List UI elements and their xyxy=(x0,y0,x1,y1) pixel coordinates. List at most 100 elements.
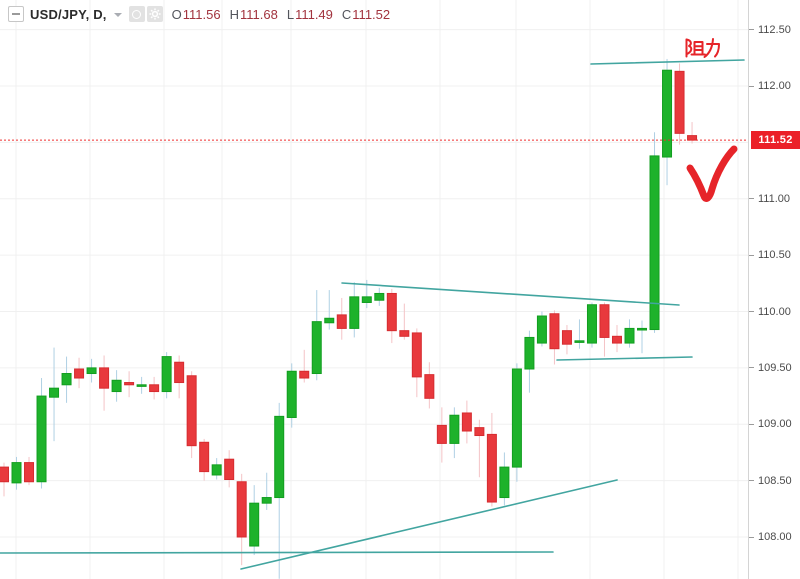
candle-body xyxy=(236,481,247,538)
candle-body xyxy=(161,356,172,393)
candle-body xyxy=(199,441,210,473)
candle-body xyxy=(574,340,585,343)
open-label: O xyxy=(171,6,182,22)
candle-body xyxy=(361,296,372,303)
consolidation-line[interactable] xyxy=(556,356,693,361)
resistance-line[interactable] xyxy=(590,59,745,65)
candle-body xyxy=(449,414,460,444)
high-label: H xyxy=(229,6,239,22)
candle-body xyxy=(424,374,435,399)
minus-icon xyxy=(12,13,20,15)
candle-body xyxy=(36,395,47,483)
candle-body xyxy=(124,382,135,386)
candle-body xyxy=(311,321,322,375)
candle-body xyxy=(624,327,635,344)
candle-body xyxy=(74,368,85,379)
price-axis-label: 112.00 xyxy=(758,80,791,92)
candle-body xyxy=(662,69,673,158)
candle-body xyxy=(136,384,147,387)
price-axis-label: 110.50 xyxy=(758,249,791,262)
axis-tick xyxy=(749,85,754,87)
candle-body xyxy=(336,314,347,329)
candle-body xyxy=(411,332,422,378)
candle-body xyxy=(299,370,310,379)
candle-body xyxy=(536,315,547,344)
candle-body xyxy=(274,415,285,499)
candle-body xyxy=(224,458,235,480)
chevron-down-icon[interactable] xyxy=(113,13,122,17)
candle-body xyxy=(149,384,160,393)
candle-body xyxy=(11,462,22,484)
candle-body xyxy=(86,367,97,375)
circle-icon xyxy=(132,9,142,19)
resistance-glyphs xyxy=(685,38,720,58)
candle-body xyxy=(286,370,297,418)
axis-tick xyxy=(749,311,754,312)
price-axis[interactable]: 112.50 112.00 111.00 110.50 110.00 109.50 109.… xyxy=(748,0,800,579)
high-value: 111.68 xyxy=(239,6,278,22)
price-axis-label: 109.50 xyxy=(758,361,792,374)
candle-body xyxy=(324,317,335,324)
candle-body xyxy=(111,379,122,393)
candle-body xyxy=(349,296,360,329)
candle-body xyxy=(474,427,485,437)
candle-body xyxy=(211,464,222,476)
close-label: C xyxy=(341,6,352,22)
candle-body xyxy=(687,135,698,141)
symbol-title[interactable]: USD/JPY, D, xyxy=(30,6,107,22)
axis-tick xyxy=(749,536,754,538)
axis-tick xyxy=(749,254,754,256)
price-axis-label: 108.00 xyxy=(758,531,792,543)
low-value: 111.49 xyxy=(295,6,333,22)
axis-tick xyxy=(749,198,754,200)
candle-body xyxy=(99,367,110,389)
candle-body xyxy=(637,327,648,331)
candle-body xyxy=(24,462,35,483)
candle-body xyxy=(674,70,685,134)
settings-button[interactable] xyxy=(146,6,163,22)
price-axis-label: 111.00 xyxy=(758,192,791,205)
candle-body xyxy=(599,304,610,338)
price-axis-label: 110.00 xyxy=(758,305,791,318)
price-axis-label: 109.00 xyxy=(758,418,792,431)
gear-icon xyxy=(149,8,161,20)
hide-series-button[interactable] xyxy=(128,6,145,22)
close-value: 111.52 xyxy=(352,6,391,22)
resistance-annotation-text: 阻力 xyxy=(682,35,716,60)
triangle-upper-line[interactable] xyxy=(341,282,680,306)
ohlc-readout: O 111.56 H 111.68 L 111.49 C 111.52 xyxy=(172,7,400,22)
open-value: 111.56 xyxy=(182,6,221,22)
candle-body xyxy=(524,336,535,370)
legend: USD/JPY, D, O 111.56 H 111.68 L 111.49 C 111… xyxy=(8,5,399,23)
axis-tick xyxy=(749,423,754,425)
candle-body xyxy=(186,375,197,447)
candle-body xyxy=(374,292,385,301)
support-horizontal-line[interactable] xyxy=(0,551,554,554)
candle-body xyxy=(486,433,497,503)
price-axis-label: 108.50 xyxy=(758,474,792,487)
price-axis-label: 112.50 xyxy=(758,23,791,36)
candle-body xyxy=(61,373,72,386)
axis-tick xyxy=(749,367,754,369)
candle-body xyxy=(461,412,472,432)
candle-body xyxy=(174,361,185,384)
candle-body xyxy=(386,292,397,332)
candle-body xyxy=(649,155,660,331)
axis-tick xyxy=(749,29,754,31)
candle-body xyxy=(511,368,522,468)
candle-body xyxy=(586,304,597,344)
candle-body xyxy=(261,497,272,504)
candle-body xyxy=(549,313,560,350)
candle-body xyxy=(611,335,622,344)
candle-body xyxy=(49,387,60,398)
check-mark-drawing[interactable] xyxy=(686,145,738,202)
candle-body xyxy=(561,330,572,345)
low-label: L xyxy=(286,6,295,22)
candle-body xyxy=(499,466,510,499)
resistance-annotation[interactable]: 阻力 xyxy=(682,35,728,59)
rising-trendline[interactable] xyxy=(240,479,618,570)
collapse-legend-icon[interactable] xyxy=(8,6,24,22)
axis-tick xyxy=(749,480,754,482)
last-price-tag: 111.52 xyxy=(751,131,800,150)
